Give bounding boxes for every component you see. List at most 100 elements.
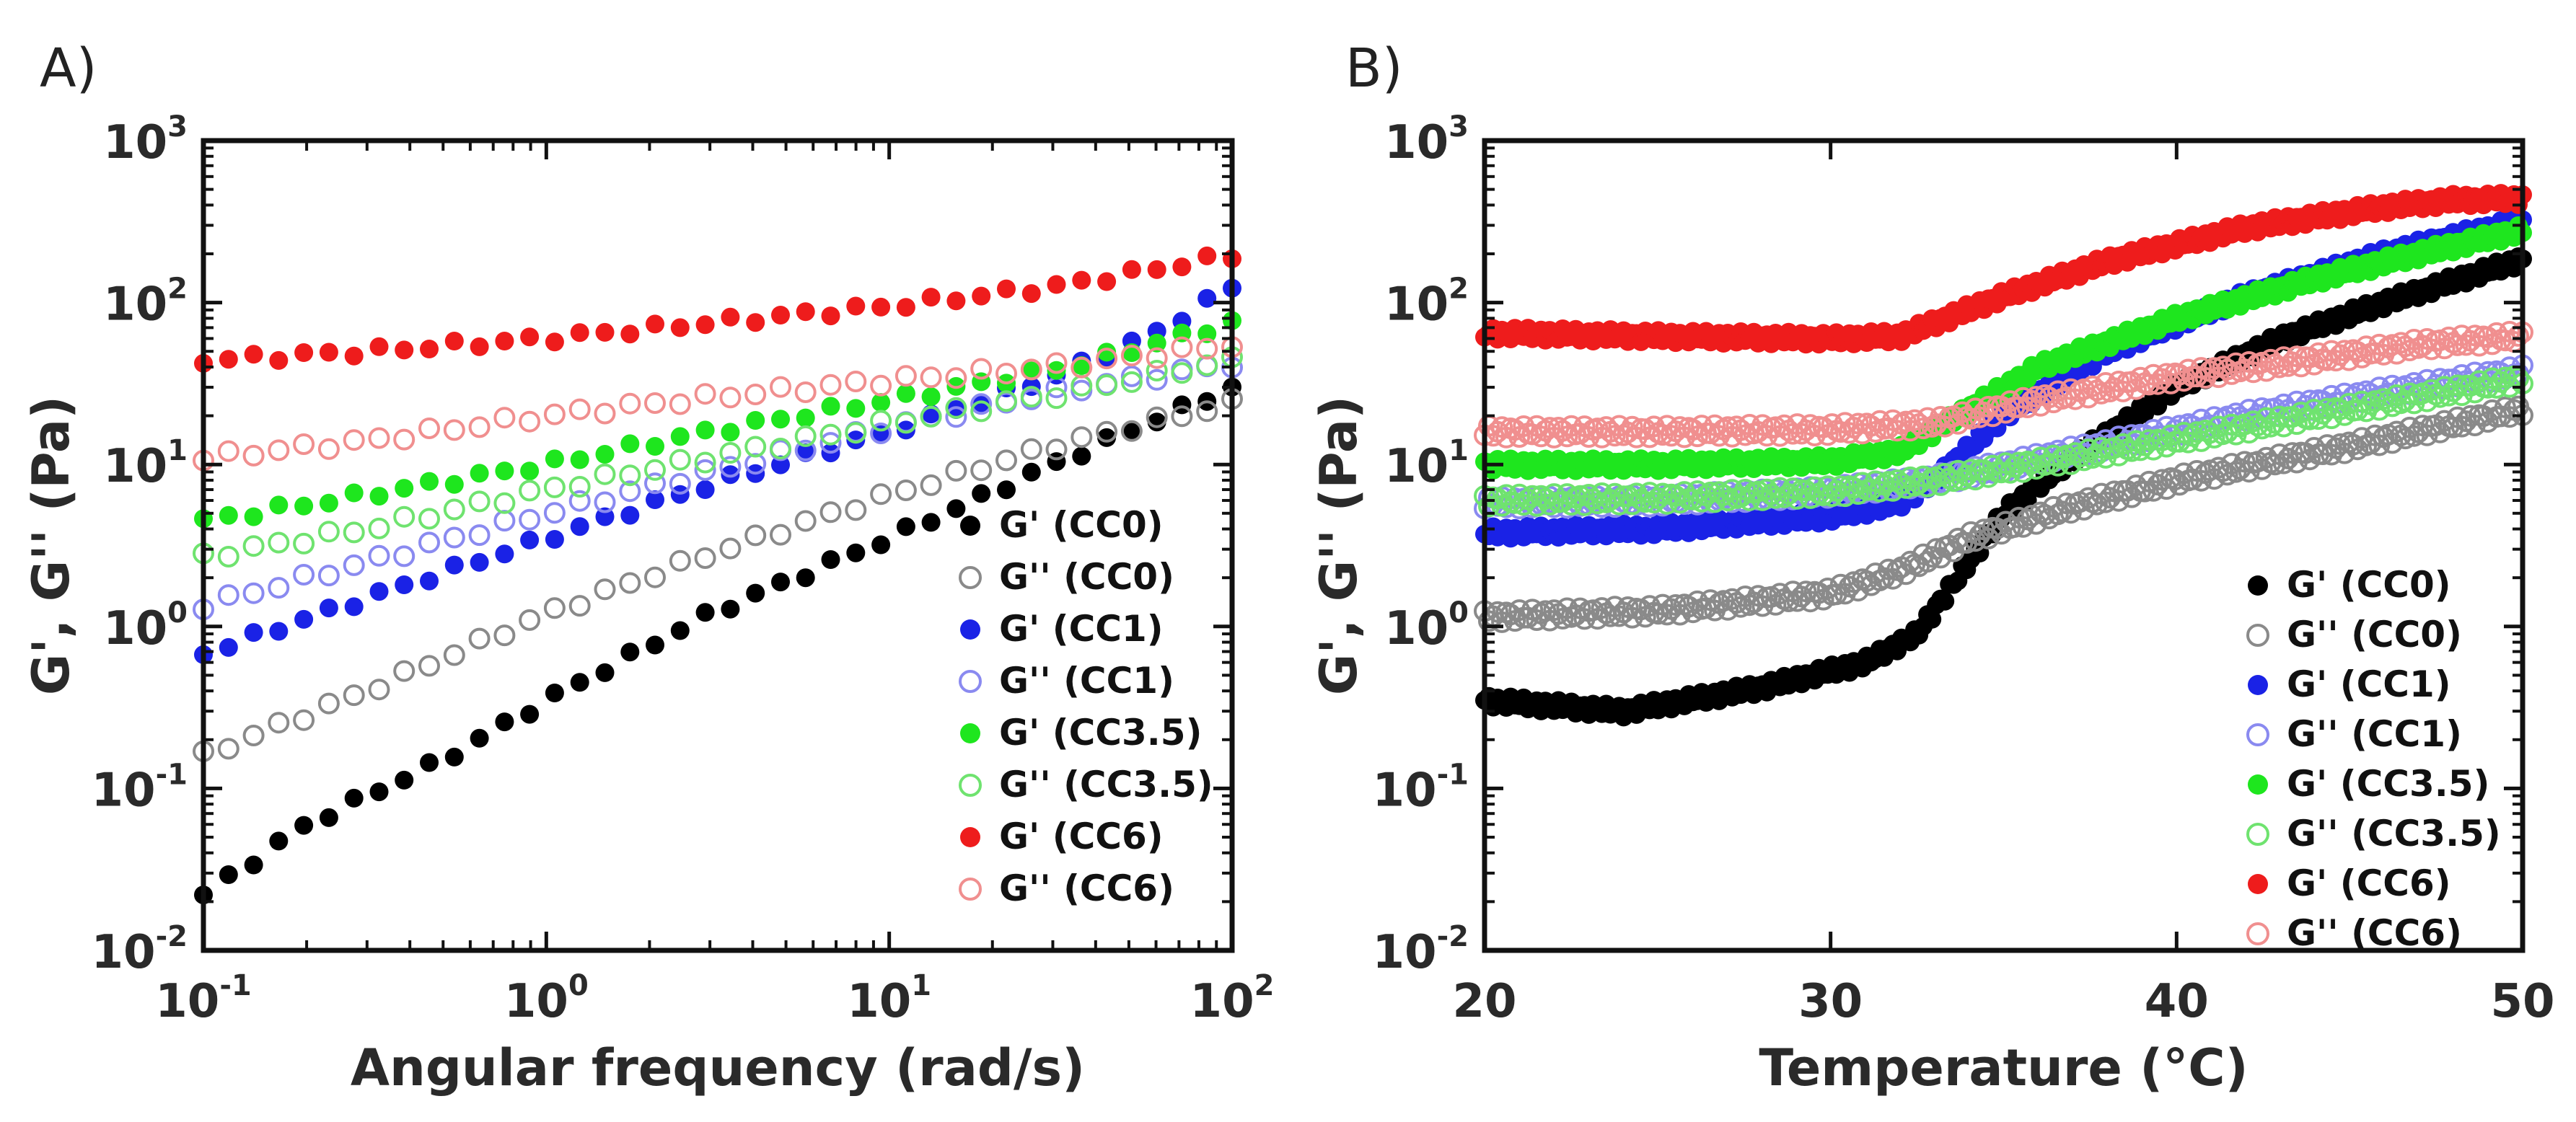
panel-b-chart: B) 10-2 10-1 100 101 102 103 20 30 40 50 Temperatur…: [1309, 37, 2555, 1097]
data-point: [646, 635, 664, 655]
data-point: [443, 644, 465, 666]
data-point: [2216, 464, 2238, 486]
data-point: [1777, 591, 1800, 612]
data-point: [619, 480, 641, 503]
data-point: [545, 449, 564, 469]
data-point: [493, 510, 516, 532]
data-point: [1912, 418, 1935, 440]
legend-marker: [2246, 624, 2269, 647]
data-point: [771, 455, 790, 474]
data-point: [846, 399, 866, 418]
data-point: [543, 403, 566, 425]
data-point: [646, 437, 664, 456]
y-tick-label: 101: [1384, 434, 1469, 493]
data-point: [746, 411, 765, 430]
data-point: [770, 438, 791, 459]
data-point: [2091, 382, 2112, 405]
legend-entry: G'' (CC6): [999, 867, 1174, 909]
data-point: [1146, 368, 1168, 391]
data-point: [1146, 360, 1168, 381]
data-point: [644, 459, 666, 481]
data-point: [1669, 416, 1691, 438]
data-point: [2220, 413, 2243, 436]
data-point: [970, 358, 993, 380]
data-point: [343, 429, 365, 451]
data-point: [896, 517, 915, 536]
data-point: [1020, 386, 1042, 408]
data-point: [1071, 356, 1093, 379]
data-point: [217, 584, 239, 606]
legend-entry: G'' (CC6): [2287, 912, 2462, 954]
data-point: [1621, 415, 1643, 438]
data-point: [2134, 480, 2156, 503]
data-point: [1569, 597, 1591, 619]
data-series: [194, 377, 1241, 905]
data-point: [594, 578, 616, 601]
data-point: [2268, 356, 2290, 379]
x-axis: 20 30 40 50: [1452, 141, 2555, 1028]
data-point: [570, 450, 589, 469]
data-point: [1120, 420, 1143, 442]
data-point: [669, 449, 691, 471]
data-point: [1197, 288, 1217, 308]
data-point: [694, 451, 716, 474]
legend-entry: G' (CC3.5): [999, 712, 1202, 754]
data-point: [1172, 257, 1192, 277]
data-point: [1552, 608, 1574, 630]
data-point: [1196, 354, 1218, 376]
data-point: [970, 393, 993, 415]
data-point: [1734, 424, 1757, 446]
data-point: [1539, 417, 1561, 439]
legend-entry: G'' (CC3.5): [999, 764, 1213, 805]
data-point: [771, 410, 790, 429]
data-point: [1700, 481, 1722, 503]
data-point: [2399, 382, 2421, 405]
data-point: [746, 313, 765, 332]
data-point: [369, 582, 389, 601]
data-point: [669, 472, 691, 495]
data-point: [570, 673, 589, 692]
data-point: [1717, 490, 1739, 511]
data-point: [946, 400, 966, 419]
data-point: [819, 374, 842, 396]
data-point: [468, 627, 491, 650]
data-point: [420, 753, 439, 772]
data-point: [845, 422, 867, 444]
data-point: [1072, 270, 1091, 290]
data-point: [443, 498, 465, 521]
data-point: [595, 445, 615, 464]
data-point: [294, 496, 314, 516]
data-point: [317, 438, 340, 460]
data-point: [870, 483, 892, 505]
data-point: [896, 298, 915, 317]
data-point: [395, 770, 414, 790]
data-point: [2138, 374, 2160, 396]
data-point: [1120, 365, 1143, 387]
legend-marker: [960, 516, 980, 536]
legend-entry: G' (CC1): [999, 608, 1164, 650]
data-point: [244, 345, 263, 364]
data-point: [294, 343, 314, 362]
x-tick-label: 20: [1452, 975, 1516, 1028]
data-point: [1147, 260, 1166, 279]
data-point: [721, 465, 740, 485]
data-point: [921, 288, 941, 307]
legend-entry: G' (CC0): [999, 504, 1164, 546]
data-point: [1487, 601, 1509, 623]
series-layer: [1474, 184, 2533, 727]
data-point: [368, 427, 390, 449]
data-point: [418, 655, 440, 677]
data-point: [570, 517, 589, 536]
data-point: [1147, 333, 1166, 353]
data-point: [244, 507, 263, 526]
legend-marker: [2246, 723, 2269, 746]
data-point: [1799, 414, 1821, 436]
data-point: [721, 423, 740, 442]
x-tick-label: 102: [1190, 969, 1275, 1028]
data-point: [2429, 386, 2451, 408]
data-point: [343, 684, 365, 707]
data-point: [520, 704, 540, 724]
data-point: [1747, 585, 1770, 607]
data-point: [595, 507, 615, 526]
data-point: [1171, 405, 1193, 428]
